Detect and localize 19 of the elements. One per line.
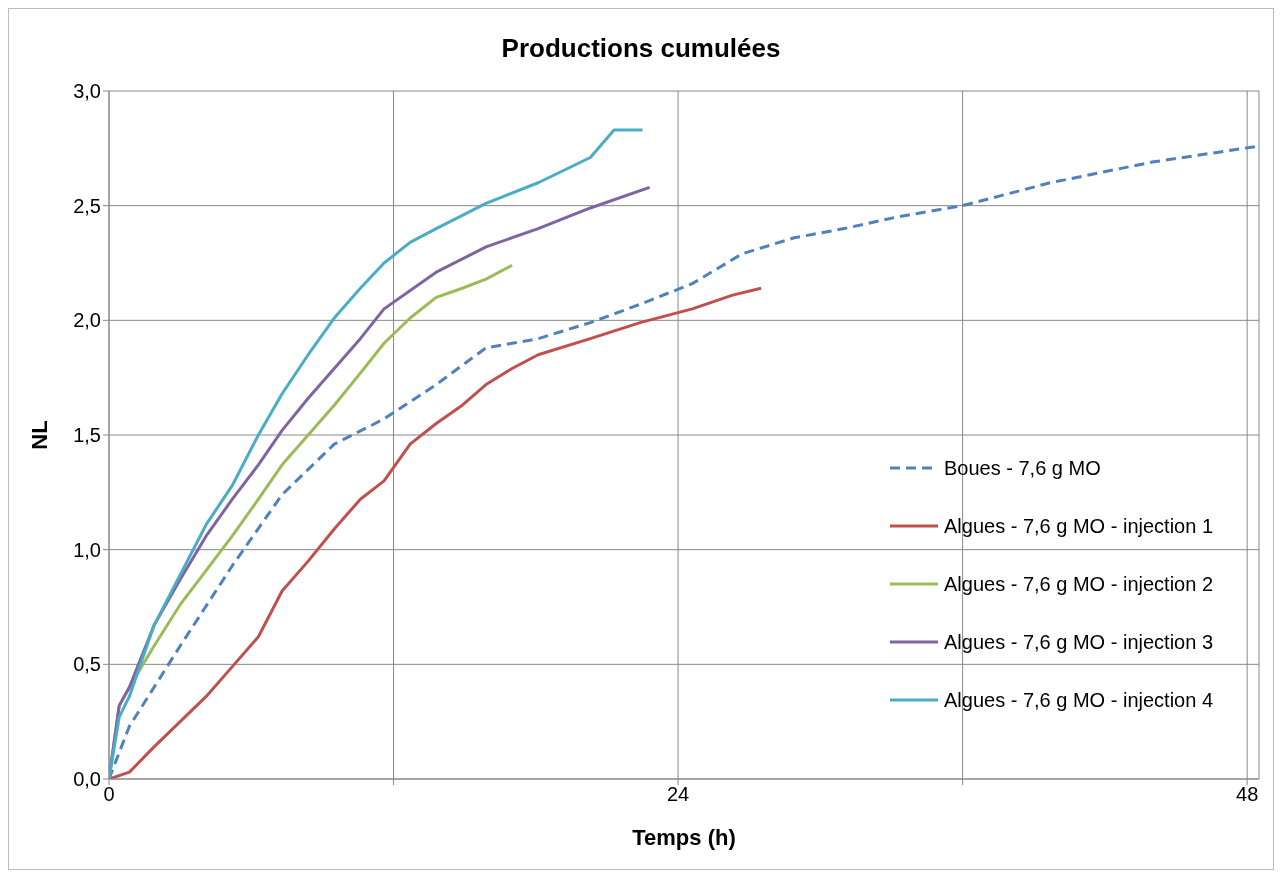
chart-title: Productions cumulées bbox=[500, 33, 782, 64]
y-tick-label: 2,5 bbox=[73, 194, 101, 217]
legend-label: Boues - 7,6 g MO bbox=[943, 456, 1101, 480]
x-axis-title: Temps (h) bbox=[632, 825, 736, 850]
y-axis-title: NL bbox=[26, 420, 52, 450]
y-tick-label: 3,0 bbox=[73, 80, 101, 103]
y-tick-label: 0,0 bbox=[73, 768, 101, 791]
y-tick-label: 1,5 bbox=[73, 424, 101, 447]
y-tick-label: 0,5 bbox=[73, 653, 101, 676]
legend-label: Algues - 7,6 g MO - injection 1 bbox=[943, 514, 1213, 538]
line-series bbox=[109, 286, 763, 779]
x-tick-label: 48 bbox=[1236, 783, 1259, 806]
legend-label: Algues - 7,6 g MO - injection 4 bbox=[943, 688, 1213, 712]
x-tick-label: 0 bbox=[103, 783, 115, 806]
legend-label: Algues - 7,6 g MO - injection 3 bbox=[943, 630, 1213, 654]
y-tick-label: 1,0 bbox=[73, 538, 101, 561]
x-tick-label: 24 bbox=[666, 783, 690, 806]
y-tick-label: 2,0 bbox=[73, 309, 101, 332]
legend-label: Algues - 7,6 g MO - injection 2 bbox=[943, 572, 1213, 596]
